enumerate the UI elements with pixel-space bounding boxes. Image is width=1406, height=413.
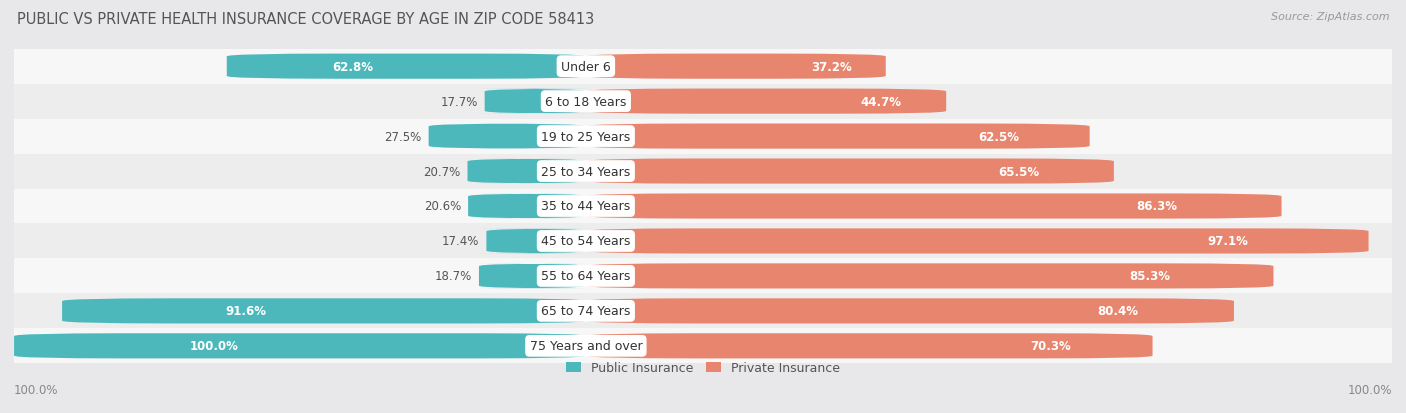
FancyBboxPatch shape <box>586 263 1274 289</box>
Text: 85.3%: 85.3% <box>1129 270 1170 283</box>
FancyBboxPatch shape <box>14 333 586 358</box>
Text: 100.0%: 100.0% <box>14 384 59 396</box>
Bar <box>14 224 1392 259</box>
Bar <box>14 84 1392 119</box>
Bar <box>14 154 1392 189</box>
FancyBboxPatch shape <box>586 159 1114 184</box>
Text: 91.6%: 91.6% <box>225 305 266 318</box>
Text: Under 6: Under 6 <box>561 61 610 74</box>
Text: 65 to 74 Years: 65 to 74 Years <box>541 305 630 318</box>
Text: 70.3%: 70.3% <box>1031 339 1071 352</box>
Text: 62.8%: 62.8% <box>332 61 373 74</box>
FancyBboxPatch shape <box>62 299 586 324</box>
Text: 6 to 18 Years: 6 to 18 Years <box>546 95 627 108</box>
Bar <box>14 329 1392 363</box>
FancyBboxPatch shape <box>586 229 1368 254</box>
FancyBboxPatch shape <box>475 263 589 289</box>
Text: 27.5%: 27.5% <box>384 130 422 143</box>
Text: 65.5%: 65.5% <box>998 165 1039 178</box>
Text: 37.2%: 37.2% <box>811 61 852 74</box>
Text: 80.4%: 80.4% <box>1097 305 1137 318</box>
FancyBboxPatch shape <box>586 299 1234 324</box>
Bar <box>14 189 1392 224</box>
Bar <box>14 259 1392 294</box>
Text: 100.0%: 100.0% <box>1347 384 1392 396</box>
Text: 86.3%: 86.3% <box>1136 200 1177 213</box>
Text: 18.7%: 18.7% <box>434 270 472 283</box>
FancyBboxPatch shape <box>475 229 596 254</box>
FancyBboxPatch shape <box>586 89 946 114</box>
FancyBboxPatch shape <box>586 333 1153 358</box>
Text: 62.5%: 62.5% <box>979 130 1019 143</box>
Text: 20.7%: 20.7% <box>423 165 461 178</box>
Text: 97.1%: 97.1% <box>1208 235 1249 248</box>
Text: 25 to 34 Years: 25 to 34 Years <box>541 165 630 178</box>
FancyBboxPatch shape <box>468 194 586 219</box>
Text: 17.7%: 17.7% <box>440 95 478 108</box>
FancyBboxPatch shape <box>468 159 586 184</box>
Text: 19 to 25 Years: 19 to 25 Years <box>541 130 630 143</box>
Text: PUBLIC VS PRIVATE HEALTH INSURANCE COVERAGE BY AGE IN ZIP CODE 58413: PUBLIC VS PRIVATE HEALTH INSURANCE COVER… <box>17 12 595 27</box>
FancyBboxPatch shape <box>226 55 586 80</box>
Text: Source: ZipAtlas.com: Source: ZipAtlas.com <box>1271 12 1389 22</box>
Text: 17.4%: 17.4% <box>441 235 479 248</box>
FancyBboxPatch shape <box>586 194 1281 219</box>
Bar <box>14 294 1392 329</box>
Text: 75 Years and over: 75 Years and over <box>530 339 643 352</box>
FancyBboxPatch shape <box>586 124 1090 150</box>
Text: 20.6%: 20.6% <box>425 200 461 213</box>
Bar <box>14 50 1392 84</box>
Legend: Public Insurance, Private Insurance: Public Insurance, Private Insurance <box>561 356 845 379</box>
FancyBboxPatch shape <box>475 89 595 114</box>
Text: 45 to 54 Years: 45 to 54 Years <box>541 235 630 248</box>
Text: 55 to 64 Years: 55 to 64 Years <box>541 270 630 283</box>
FancyBboxPatch shape <box>429 124 586 150</box>
FancyBboxPatch shape <box>586 55 886 80</box>
Text: 35 to 44 Years: 35 to 44 Years <box>541 200 630 213</box>
Bar <box>14 119 1392 154</box>
Text: 44.7%: 44.7% <box>860 95 901 108</box>
Text: 100.0%: 100.0% <box>190 339 239 352</box>
